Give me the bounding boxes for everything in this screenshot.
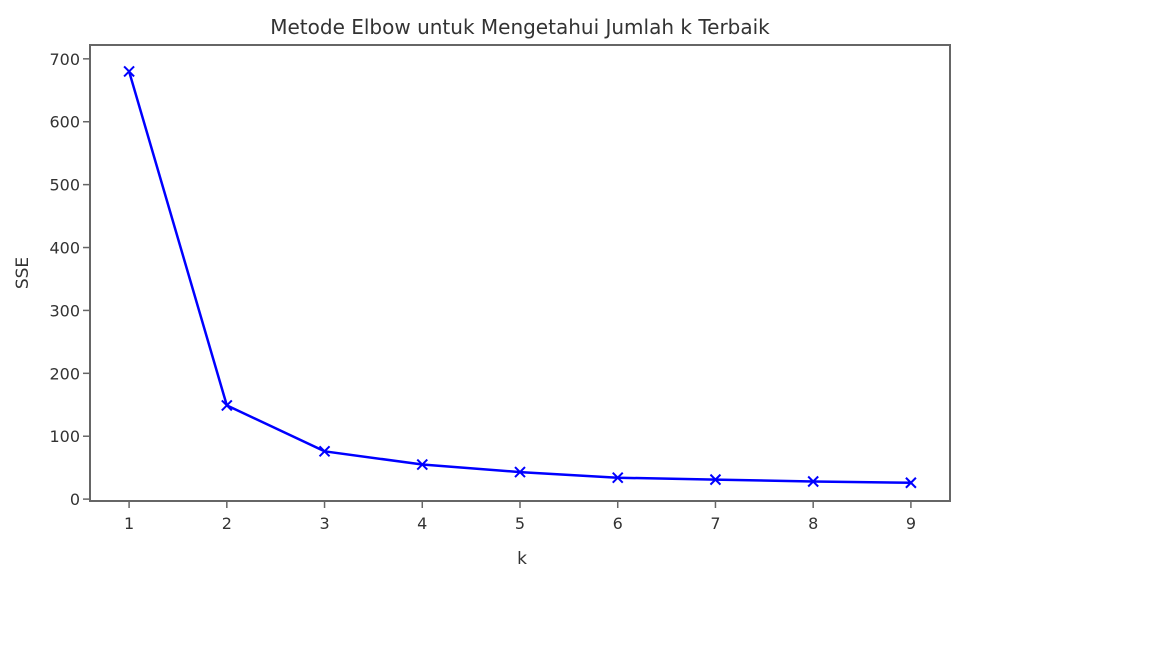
data-point-marker bbox=[807, 475, 819, 488]
y-tick-label: 200 bbox=[49, 364, 80, 383]
data-point-marker bbox=[905, 477, 917, 489]
data-point-marker bbox=[416, 458, 428, 471]
x-tick-label: 1 bbox=[124, 514, 134, 533]
y-tick-label: 300 bbox=[49, 301, 80, 320]
y-tick-label: 100 bbox=[49, 427, 80, 446]
plot-area bbox=[89, 44, 951, 502]
data-point-marker bbox=[123, 65, 135, 78]
data-point-marker bbox=[514, 466, 526, 478]
data-point-marker bbox=[612, 472, 624, 484]
x-tick-label: 9 bbox=[906, 514, 916, 533]
y-tick-label: 400 bbox=[49, 239, 80, 258]
y-tick-label: 0 bbox=[70, 490, 80, 509]
x-tick-label: 2 bbox=[222, 514, 232, 533]
x-tick-label: 7 bbox=[710, 514, 720, 533]
x-tick-label: 3 bbox=[319, 514, 329, 533]
y-axis-label: SSE bbox=[13, 257, 33, 289]
series-line bbox=[127, 71, 911, 485]
x-tick-label: 5 bbox=[515, 514, 525, 533]
x-axis-label: k bbox=[517, 549, 527, 569]
data-point-marker bbox=[318, 445, 331, 458]
x-tick-label: 6 bbox=[613, 514, 623, 533]
x-tick-label: 4 bbox=[417, 514, 427, 533]
y-tick-label: 600 bbox=[49, 113, 80, 132]
data-point-marker bbox=[709, 473, 722, 486]
chart-title: Metode Elbow untuk Mengetahui Jumlah k T… bbox=[270, 15, 770, 39]
y-tick-label: 500 bbox=[49, 176, 80, 195]
y-tick-label: 700 bbox=[49, 50, 80, 69]
data-point-marker bbox=[221, 399, 233, 412]
x-tick-label: 8 bbox=[808, 514, 818, 533]
